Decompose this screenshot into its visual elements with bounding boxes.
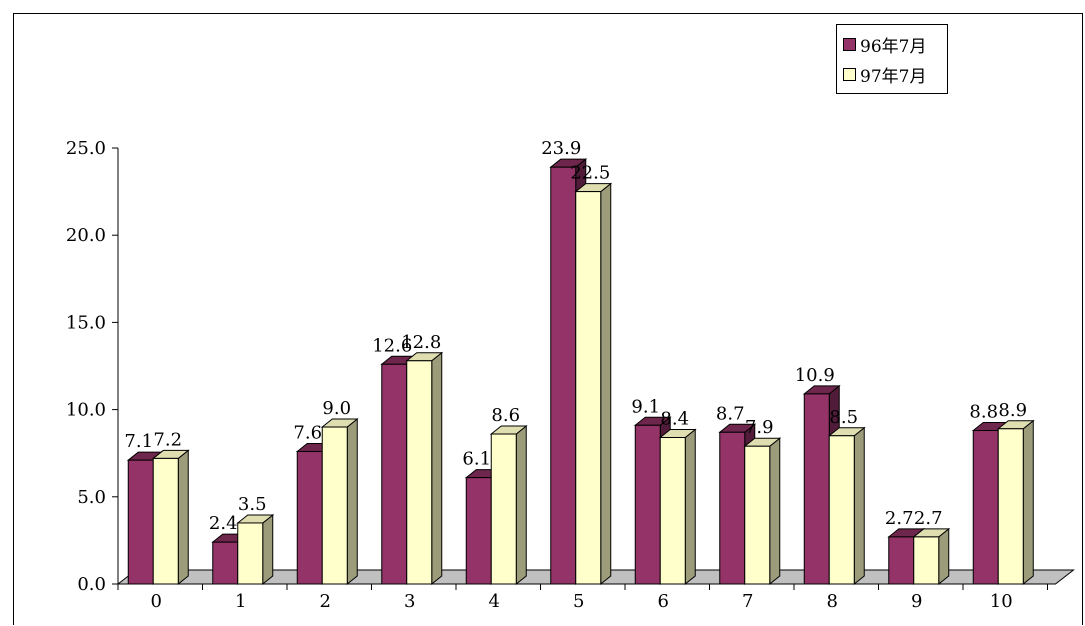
- x-tick-label: 10: [990, 591, 1013, 612]
- bar-side: [1022, 419, 1034, 586]
- bar: [237, 522, 264, 585]
- data-label: 8.6: [491, 405, 520, 426]
- bar: [296, 450, 323, 585]
- bar: [575, 191, 602, 585]
- bar: [803, 393, 830, 585]
- x-tick-label: 3: [404, 591, 415, 612]
- bar: [659, 437, 686, 585]
- data-label: 7.2: [153, 429, 182, 450]
- y-tick-label: 5.0: [77, 487, 106, 508]
- data-label: 9.0: [322, 398, 351, 419]
- data-label: 10.9: [795, 365, 835, 386]
- bar-side: [177, 449, 189, 586]
- bar: [913, 536, 940, 585]
- bar: [152, 457, 179, 585]
- bar: [997, 428, 1024, 585]
- bar-side: [346, 417, 358, 586]
- data-label: 23.9: [541, 138, 581, 159]
- data-label: 2.7: [885, 508, 914, 529]
- data-label: 2.7: [914, 508, 943, 529]
- bar: [465, 477, 492, 585]
- x-tick-label: 0: [151, 591, 162, 612]
- bar-side: [431, 351, 443, 586]
- data-label: 7.1: [124, 431, 153, 452]
- legend-item-97: 97年7月: [843, 59, 941, 89]
- bar: [321, 426, 348, 585]
- legend-label-96: 96年7月: [860, 36, 927, 57]
- legend-label-97: 97年7月: [860, 66, 927, 87]
- bar: [550, 166, 577, 585]
- y-tick-label: 0.0: [77, 574, 106, 595]
- legend: 96年7月 97年7月: [836, 24, 948, 94]
- bar: [406, 360, 433, 585]
- bar-side: [769, 437, 781, 586]
- data-label: 22.5: [570, 163, 610, 184]
- bar-side: [853, 426, 865, 586]
- data-label: 8.9: [998, 400, 1027, 421]
- data-label: 3.5: [238, 494, 267, 515]
- x-tick-label: 8: [827, 591, 838, 612]
- y-tick-label: 20.0: [66, 225, 106, 246]
- legend-item-96: 96年7月: [843, 29, 941, 59]
- data-label: 7.9: [745, 417, 774, 438]
- x-tick-label: 7: [742, 591, 753, 612]
- data-label: 8.5: [829, 407, 858, 428]
- bar: [490, 433, 517, 585]
- bar: [828, 435, 855, 585]
- bar: [744, 445, 771, 585]
- data-label: 7.6: [293, 422, 322, 443]
- y-tick-label: 25.0: [66, 138, 106, 159]
- x-tick-label: 4: [489, 591, 500, 612]
- bar-side: [938, 527, 950, 586]
- data-label: 12.6: [372, 335, 412, 356]
- x-tick-label: 2: [320, 591, 331, 612]
- bar: [634, 424, 661, 585]
- bar-side: [515, 424, 527, 586]
- chart-frame: [13, 13, 1083, 625]
- data-label: 2.4: [209, 513, 238, 534]
- x-tick-label: 1: [235, 591, 246, 612]
- bar-side: [684, 428, 696, 586]
- legend-swatch-96: [843, 37, 856, 51]
- bar: [719, 431, 746, 585]
- data-label: 8.4: [660, 409, 689, 430]
- bar: [127, 459, 154, 585]
- bar-side: [600, 182, 612, 586]
- x-tick-label: 6: [658, 591, 669, 612]
- bar: [972, 430, 999, 585]
- data-label: 12.8: [401, 332, 441, 353]
- bar: [381, 363, 408, 585]
- x-tick-label: 5: [573, 591, 584, 612]
- data-label: 8.7: [716, 403, 745, 424]
- data-label: 6.1: [462, 449, 491, 470]
- x-tick-label: 9: [911, 591, 922, 612]
- bar: [888, 536, 915, 585]
- legend-swatch-97: [843, 67, 856, 81]
- data-label: 9.1: [631, 396, 660, 417]
- y-tick-label: 15.0: [66, 312, 106, 333]
- bar: [212, 541, 239, 585]
- data-label: 8.8: [969, 402, 998, 423]
- bar-side: [262, 513, 274, 586]
- y-tick-label: 10.0: [66, 400, 106, 421]
